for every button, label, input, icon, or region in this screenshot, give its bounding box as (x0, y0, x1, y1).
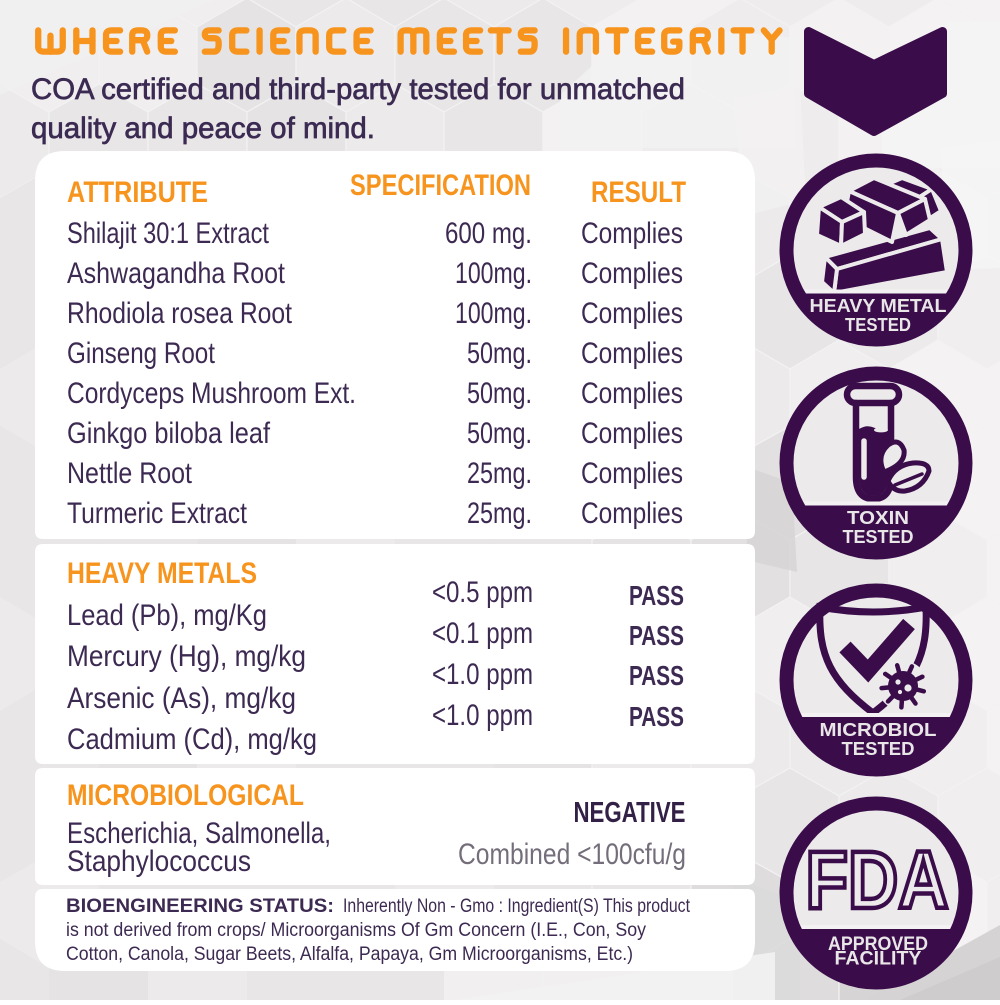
svg-text:PASS: PASS (629, 580, 684, 611)
svg-text:<1.0 ppm: <1.0 ppm (432, 699, 533, 732)
svg-text:<0.1 ppm: <0.1 ppm (432, 617, 533, 650)
svg-text:Ashwagandha Root: Ashwagandha Root (67, 257, 286, 290)
svg-text:is not derived from crops/ Mic: is not derived from crops/ Microorganism… (66, 920, 646, 941)
svg-text:HEAVY METAL: HEAVY METAL (810, 296, 947, 316)
svg-text:Cordyceps Mushroom Ext.: Cordyceps Mushroom Ext. (67, 377, 356, 410)
svg-text:Complies: Complies (581, 337, 683, 370)
svg-text:Complies: Complies (581, 217, 683, 250)
svg-text:Complies: Complies (581, 377, 683, 410)
svg-text:FDA: FDA (806, 835, 949, 926)
svg-text:25mg.: 25mg. (467, 497, 532, 530)
svg-text:PASS: PASS (629, 701, 684, 732)
svg-text:Complies: Complies (581, 457, 683, 490)
svg-text:25mg.: 25mg. (467, 457, 532, 490)
svg-text:HEAVY METALS: HEAVY METALS (67, 557, 257, 590)
svg-text:Arsenic (As), mg/kg: Arsenic (As), mg/kg (67, 682, 296, 715)
svg-text:Nettle Root: Nettle Root (67, 457, 193, 490)
svg-text:Rhodiola rosea Root: Rhodiola rosea Root (67, 297, 293, 330)
svg-text:quality and peace of mind.: quality and peace of mind. (31, 112, 375, 145)
svg-text:PASS: PASS (629, 660, 684, 691)
svg-text:600 mg.: 600 mg. (445, 217, 532, 250)
svg-text:Cotton, Canola, Sugar Beets, A: Cotton, Canola, Sugar Beets, Alfalfa, Pa… (66, 944, 633, 965)
svg-text:MICROBIOLOGICAL: MICROBIOLOGICAL (67, 779, 304, 812)
svg-text:TESTED: TESTED (845, 315, 911, 335)
svg-text:TESTED: TESTED (842, 739, 915, 759)
svg-text:Escherichia, Salmonella,: Escherichia, Salmonella, (67, 817, 331, 850)
svg-text:COA certified and third-party: COA certified and third-party tested for… (31, 73, 685, 106)
svg-text:FACILITY: FACILITY (835, 949, 922, 970)
svg-text:Ginkgo biloba leaf: Ginkgo biloba leaf (67, 417, 271, 450)
svg-text:Inherently Non - Gmo : Ingredi: Inherently Non - Gmo : Ingredient(S) Thi… (343, 896, 691, 917)
svg-text:50mg.: 50mg. (467, 377, 532, 410)
svg-text:100mg.: 100mg. (455, 297, 532, 330)
svg-text:PASS: PASS (629, 620, 684, 651)
svg-text:Staphylococcus: Staphylococcus (67, 845, 251, 878)
svg-text:50mg.: 50mg. (467, 337, 532, 370)
svg-text:Lead (Pb), mg/Kg: Lead (Pb), mg/Kg (67, 599, 267, 632)
svg-text:<0.5 ppm: <0.5 ppm (432, 576, 533, 609)
svg-text:Shilajit 30:1 Extract: Shilajit 30:1 Extract (67, 217, 270, 250)
svg-text:Cadmium (Cd), mg/kg: Cadmium (Cd), mg/kg (67, 723, 317, 756)
svg-text:ATTRIBUTE: ATTRIBUTE (67, 176, 208, 209)
svg-text:Turmeric Extract: Turmeric Extract (67, 497, 248, 530)
svg-text:Combined <100cfu/g: Combined <100cfu/g (458, 838, 686, 871)
svg-text:Complies: Complies (581, 417, 683, 450)
svg-text:100mg.: 100mg. (455, 257, 532, 290)
svg-text:Ginseng Root: Ginseng Root (67, 337, 216, 370)
svg-text:50mg.: 50mg. (467, 417, 532, 450)
svg-text:Complies: Complies (581, 297, 683, 330)
svg-text:APPROVED: APPROVED (828, 934, 928, 955)
svg-text:TESTED: TESTED (843, 527, 914, 547)
svg-text:Mercury (Hg), mg/kg: Mercury (Hg), mg/kg (67, 640, 306, 673)
svg-text:MICROBIOL: MICROBIOL (820, 720, 937, 740)
svg-text:Complies: Complies (581, 497, 683, 530)
svg-text:NEGATIVE: NEGATIVE (574, 797, 686, 829)
svg-text:RESULT: RESULT (591, 176, 686, 209)
svg-text:<1.0 ppm: <1.0 ppm (432, 658, 533, 691)
svg-text:SPECIFICATION: SPECIFICATION (350, 169, 531, 202)
svg-text:Complies: Complies (581, 257, 683, 290)
svg-text:BIOENGINEERING STATUS:: BIOENGINEERING STATUS: (66, 896, 334, 917)
svg-text:TOXIN: TOXIN (847, 508, 909, 528)
